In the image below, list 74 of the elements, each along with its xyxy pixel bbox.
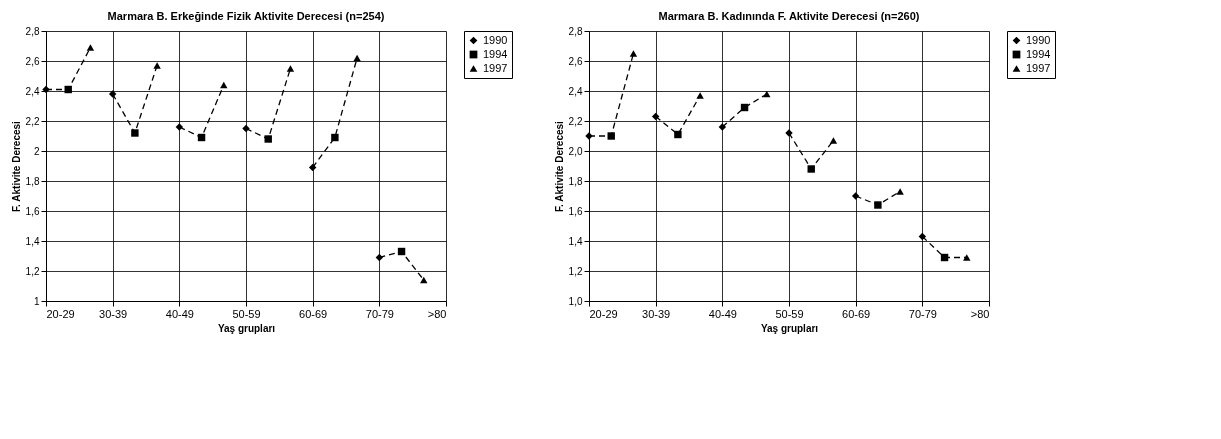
x-tick-label: 60-69 bbox=[299, 307, 328, 320]
y-axis-title: F. Aktivite Derecesi bbox=[553, 120, 565, 212]
point bbox=[896, 188, 904, 195]
point bbox=[718, 123, 727, 131]
point bbox=[629, 50, 638, 57]
point bbox=[807, 165, 815, 173]
legend-label: 1997 bbox=[1026, 61, 1051, 74]
point bbox=[763, 90, 771, 98]
point bbox=[829, 137, 838, 144]
point bbox=[851, 192, 860, 200]
x-tick-label: 30-39 bbox=[642, 307, 671, 320]
point bbox=[331, 133, 339, 142]
x-tick-label: 60-69 bbox=[842, 307, 871, 320]
point bbox=[696, 92, 704, 99]
point bbox=[874, 201, 882, 209]
point bbox=[375, 253, 384, 262]
legend-label: 1990 bbox=[1026, 33, 1051, 46]
y-tick-label: 1,6 bbox=[568, 205, 583, 217]
y-tick-label: 2,4 bbox=[25, 85, 40, 97]
point bbox=[674, 130, 682, 139]
point bbox=[353, 54, 361, 62]
legend-label: 1994 bbox=[1026, 47, 1051, 60]
y-tick-label: 2,8 bbox=[568, 25, 583, 37]
chart-title: Marmara B. Erkeğinde Fizik Aktivite Derecesi (n=254) bbox=[107, 10, 385, 22]
y-tick-label: 2 bbox=[33, 145, 40, 157]
point bbox=[651, 112, 660, 121]
point bbox=[420, 276, 428, 284]
x-tick-label: 30-39 bbox=[99, 307, 128, 320]
point bbox=[286, 65, 295, 72]
x-axis-title: Yaş grupları bbox=[760, 322, 819, 334]
y-tick-label: 1 bbox=[33, 295, 40, 307]
y-tick-label: 1,2 bbox=[25, 265, 40, 277]
point bbox=[264, 135, 272, 143]
y-tick-label: 2,6 bbox=[568, 55, 583, 67]
y-tick-label: 2,0 bbox=[568, 145, 583, 157]
x-tick-label: >80 bbox=[427, 307, 447, 320]
x-tick-label: 20-29 bbox=[46, 307, 75, 320]
point bbox=[131, 129, 139, 137]
chart-title: Marmara B. Kadınında F. Aktivite Derecesi (n=260) bbox=[658, 10, 920, 22]
x-tick-label: 20-29 bbox=[589, 307, 618, 320]
y-tick-label: 2,6 bbox=[25, 55, 40, 67]
point bbox=[108, 90, 117, 98]
y-tick-label: 1,2 bbox=[568, 265, 583, 277]
y-tick-label: 2,4 bbox=[568, 85, 583, 97]
point bbox=[963, 254, 971, 261]
y-tick-label: 2,8 bbox=[25, 25, 40, 37]
legend-label: 1997 bbox=[483, 61, 508, 74]
x-tick-label: 50-59 bbox=[232, 307, 261, 320]
x-tick-label: 40-49 bbox=[708, 307, 737, 320]
point bbox=[175, 123, 184, 131]
y-tick-label: 1,4 bbox=[568, 235, 583, 247]
x-tick-label: 70-79 bbox=[365, 307, 394, 320]
point bbox=[86, 44, 95, 51]
y-tick-label: 1,4 bbox=[25, 235, 40, 247]
point bbox=[308, 163, 317, 172]
x-tick-label: 50-59 bbox=[775, 307, 804, 320]
x-tick-label: >80 bbox=[970, 307, 990, 320]
legend-label: 1990 bbox=[483, 33, 508, 46]
point bbox=[918, 232, 927, 241]
y-tick-label: 1,6 bbox=[25, 205, 40, 217]
y-tick-label: 1,8 bbox=[25, 175, 40, 187]
point bbox=[220, 81, 228, 89]
y-tick-label: 1,8 bbox=[568, 175, 583, 187]
y-tick-label: 2,2 bbox=[25, 115, 40, 127]
x-tick-label: 40-49 bbox=[165, 307, 194, 320]
x-tick-label: 70-79 bbox=[908, 307, 937, 320]
point bbox=[242, 124, 250, 133]
y-tick-label: 2,2 bbox=[568, 115, 583, 127]
x-axis-title: Yaş grupları bbox=[217, 322, 276, 334]
legend-label: 1994 bbox=[483, 47, 508, 60]
y-tick-label: 1,0 bbox=[568, 295, 583, 307]
y-axis-title: F. Aktivite Derecesi bbox=[10, 120, 22, 212]
point bbox=[607, 132, 615, 140]
point bbox=[153, 62, 161, 69]
